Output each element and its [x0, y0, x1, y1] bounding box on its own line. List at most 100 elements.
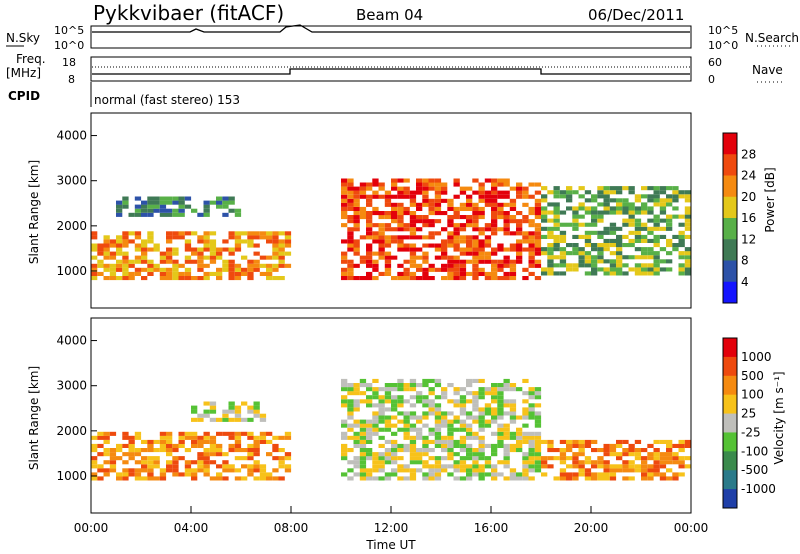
- heatmap-cell: [447, 399, 454, 404]
- heatmap-cell: [103, 251, 110, 256]
- heatmap-cell: [566, 263, 573, 268]
- heatmap-cell: [153, 247, 160, 252]
- heatmap-cell: [616, 190, 623, 195]
- heatmap-cell: [516, 231, 523, 236]
- heatmap-cell: [553, 448, 560, 453]
- heatmap-cell: [103, 468, 110, 473]
- heatmap-cell: [516, 186, 523, 191]
- heatmap-cell: [459, 448, 467, 453]
- heatmap-cell: [191, 431, 198, 436]
- heatmap-cell: [672, 214, 679, 219]
- heatmap-cell: [391, 399, 398, 404]
- heatmap-cell: [247, 448, 254, 453]
- heatmap-cell: [459, 395, 467, 400]
- heatmap-cell: [566, 456, 573, 461]
- heatmap-cell: [422, 251, 429, 256]
- heatmap-cell: [472, 215, 479, 220]
- heatmap-cell: [491, 464, 498, 469]
- heatmap-cell: [653, 448, 660, 453]
- heatmap-cell: [359, 378, 367, 383]
- heatmap-cell: [428, 391, 435, 396]
- x-tick-label: 00:00: [674, 521, 709, 535]
- heatmap-cell: [547, 263, 554, 268]
- heatmap-cell: [122, 259, 129, 264]
- heatmap-cell: [91, 267, 98, 272]
- heatmap-cell: [366, 472, 373, 477]
- heatmap-cell: [359, 448, 367, 453]
- heatmap-cell: [341, 276, 348, 281]
- heatmap-cell: [622, 263, 629, 268]
- heatmap-cell: [497, 247, 504, 252]
- nsearch-label: N.Search: [745, 31, 799, 45]
- heatmap-cell: [559, 439, 567, 444]
- heatmap-cell: [472, 178, 479, 183]
- heatmap-cell: [172, 200, 179, 205]
- heatmap-cell: [216, 417, 223, 422]
- heatmap-cell: [447, 411, 454, 416]
- heatmap-cell: [534, 387, 542, 392]
- heatmap-cell: [459, 271, 467, 276]
- heatmap-cell: [378, 476, 385, 481]
- heatmap-cell: [472, 464, 479, 469]
- x-tick-label: 12:00: [374, 521, 409, 535]
- heatmap-cell: [422, 378, 429, 383]
- heatmap-cell: [366, 227, 373, 232]
- colorbar-tick-label: 500: [741, 369, 764, 383]
- heatmap-cell: [391, 387, 398, 392]
- heatmap-cell: [378, 456, 385, 461]
- colorbar-tick-label: 25: [741, 407, 756, 421]
- heatmap-cell: [347, 206, 354, 211]
- heatmap-cell: [272, 276, 279, 281]
- heatmap-cell: [403, 448, 410, 453]
- heatmap-cell: [216, 247, 223, 252]
- heatmap-cell: [497, 206, 504, 211]
- heatmap-cell: [266, 431, 273, 436]
- heatmap-cell: [259, 472, 267, 477]
- heatmap-cell: [459, 202, 467, 207]
- nsearch-tick-low: 10^0: [708, 39, 738, 52]
- heatmap-cell: [278, 239, 285, 244]
- heatmap-cell: [403, 419, 410, 424]
- heatmap-cell: [359, 194, 367, 199]
- heatmap-cell: [522, 247, 529, 252]
- heatmap-cell: [447, 259, 454, 264]
- heatmap-cell: [653, 198, 660, 203]
- heatmap-cell: [184, 472, 192, 477]
- heatmap-cell: [403, 387, 410, 392]
- heatmap-cell: [203, 255, 210, 260]
- heatmap-cell: [128, 212, 135, 217]
- heatmap-cell: [441, 186, 448, 191]
- heatmap-cell: [272, 468, 279, 473]
- heatmap-cell: [472, 251, 479, 256]
- heatmap-cell: [584, 210, 592, 215]
- heatmap-cell: [109, 276, 117, 281]
- heatmap-cell: [622, 234, 629, 239]
- heatmap-cell: [534, 202, 542, 207]
- heatmap-cell: [422, 223, 429, 228]
- heatmap-cell: [466, 448, 473, 453]
- heatmap-cell: [347, 247, 354, 252]
- heatmap-cell: [572, 190, 579, 195]
- heatmap-cell: [528, 431, 535, 436]
- heatmap-cell: [403, 267, 410, 272]
- heatmap-cell: [584, 198, 592, 203]
- heatmap-cell: [372, 251, 379, 256]
- heatmap-cell: [497, 267, 504, 272]
- colorbar-segment: [723, 260, 737, 283]
- heatmap-cell: [653, 214, 660, 219]
- heatmap-cell: [97, 476, 104, 481]
- heatmap-cell: [534, 247, 542, 252]
- heatmap-cell: [359, 383, 367, 388]
- heatmap-cell: [503, 378, 510, 383]
- heatmap-cell: [503, 452, 510, 457]
- heatmap-cell: [478, 407, 485, 412]
- heatmap-cell: [241, 431, 248, 436]
- heatmap-cell: [634, 238, 642, 243]
- heatmap-cell: [116, 276, 123, 281]
- heatmap-cell: [147, 460, 154, 465]
- heatmap-cell: [503, 271, 510, 276]
- heatmap-cell: [572, 210, 579, 215]
- heatmap-cell: [247, 267, 254, 272]
- heatmap-cell: [578, 214, 585, 219]
